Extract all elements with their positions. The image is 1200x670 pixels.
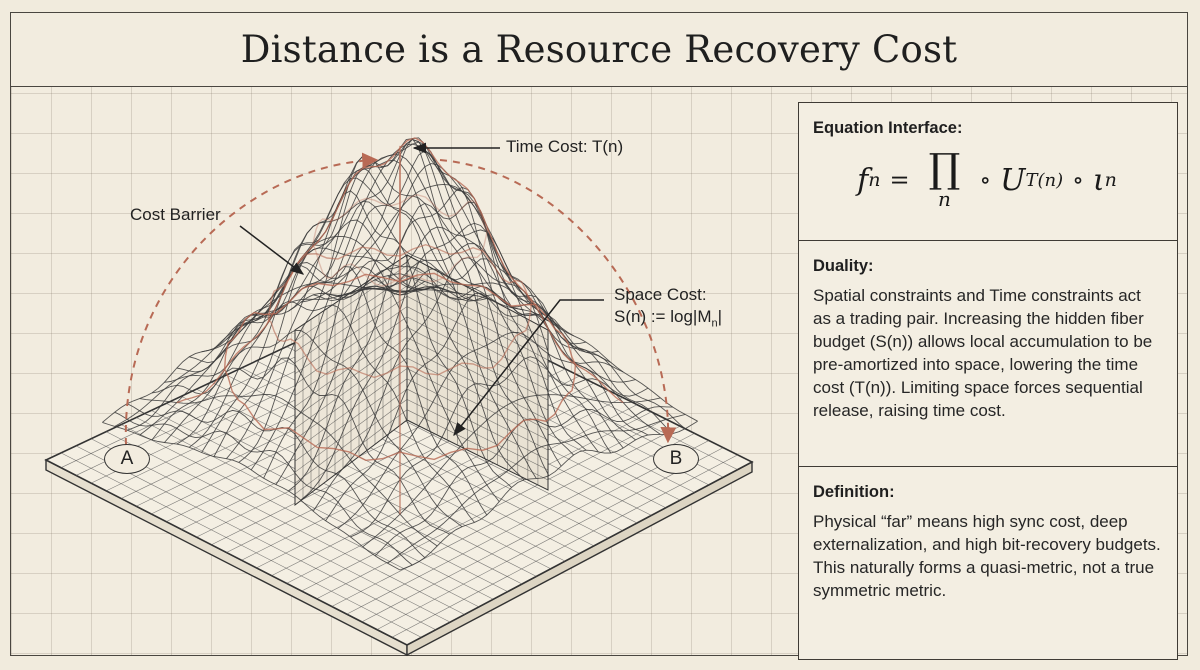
eq-compose-1: ∘ (979, 166, 992, 194)
mesh-line (102, 421, 401, 571)
base-grid-line (376, 447, 724, 630)
dashed-arc-left (124, 152, 379, 446)
inner-walls (294, 254, 549, 507)
wall-grid-line (294, 306, 408, 385)
time-cost-label: Time Cost: T(n) (506, 137, 624, 156)
space-cost-subscript: n (711, 317, 718, 330)
space-cost-pointer (453, 299, 604, 437)
wall-grid-line (406, 295, 549, 371)
space-cost-formula: S(n) := log|M (614, 307, 712, 326)
duality-panel: Duality: Spatial constraints and Time co… (798, 240, 1178, 468)
eq-product: ∏ n (928, 146, 961, 211)
wall-grid-line (406, 306, 549, 381)
dashed-arc-right (439, 159, 677, 444)
definition-heading: Definition: (813, 483, 895, 501)
eq-u: U (1000, 162, 1026, 198)
mesh-line (387, 413, 686, 564)
equation-heading: Equation Interface: (813, 119, 963, 137)
accent-ridge (399, 137, 624, 404)
point-b-label: B (669, 448, 683, 469)
wall-grid-line (294, 368, 408, 451)
cost-barrier-label: Cost Barrier (130, 205, 221, 224)
eq-f-sub: n (868, 169, 881, 191)
wall-grid-line (294, 347, 408, 429)
wall-grid-line (294, 326, 408, 407)
base-grid-line (391, 454, 738, 638)
eq-f: f (857, 162, 869, 198)
wall-grid-line (294, 296, 408, 374)
definition-text: Physical “far” means high sync cost, dee… (813, 512, 1161, 600)
eq-product-sub: n (938, 187, 951, 211)
eq-product-symbol: ∏ (928, 146, 961, 192)
mesh-line (139, 394, 438, 547)
eq-iota-sub: n (1104, 169, 1117, 191)
space-cost-formula-end: | (717, 307, 723, 326)
point-a-label: A (120, 448, 134, 469)
accent-contour (223, 272, 577, 462)
annotation-arrows (124, 142, 677, 446)
eq-equals: = (889, 166, 910, 194)
page-title: Distance is a Resource Recovery Cost (240, 28, 958, 71)
wall-grid-line (406, 378, 549, 451)
wall-grid-line (406, 285, 549, 361)
wall-grid-line (406, 316, 549, 391)
mesh-line (399, 420, 698, 571)
wall-grid-line (294, 378, 408, 462)
mesh-line (114, 411, 413, 566)
wall-grid-line (294, 316, 408, 396)
eq-compose-2: ∘ (1072, 166, 1084, 194)
point-b-marker: B (653, 444, 699, 474)
point-a-marker: A (104, 444, 150, 474)
space-cost-label-line1: Space Cost: (614, 285, 707, 304)
wall-grid (294, 260, 549, 499)
duality-heading: Duality: (813, 257, 874, 275)
title-band: Distance is a Resource Recovery Cost (10, 12, 1188, 87)
base-grid-line (361, 440, 710, 623)
terrain-mesh (102, 137, 698, 571)
base-grid-line (346, 433, 695, 615)
duality-text: Spatial constraints and Time constraints… (813, 286, 1153, 420)
cost-barrier-pointer (239, 225, 305, 275)
definition-panel: Definition: Physical “far” means high sy… (798, 466, 1178, 660)
wall-grid-line (294, 265, 408, 342)
cost-landscape-diagram (44, 137, 754, 657)
eq-iota: ι (1092, 162, 1105, 198)
accent-contour (311, 193, 489, 287)
wall-grid-line (294, 337, 408, 418)
mesh-line (362, 394, 661, 548)
wall-grid-line (406, 388, 549, 461)
wall-grid-line (294, 399, 408, 484)
wall-grid-line (406, 409, 549, 481)
wall-grid-line (294, 388, 408, 473)
space-cost-label: Space Cost: S(n) := log|Mn| (614, 284, 722, 334)
eq-u-sup: T(n) (1025, 169, 1064, 191)
wall-grid-line (294, 409, 408, 495)
space-cost-label-line2: S(n) := log|Mn| (614, 306, 722, 334)
